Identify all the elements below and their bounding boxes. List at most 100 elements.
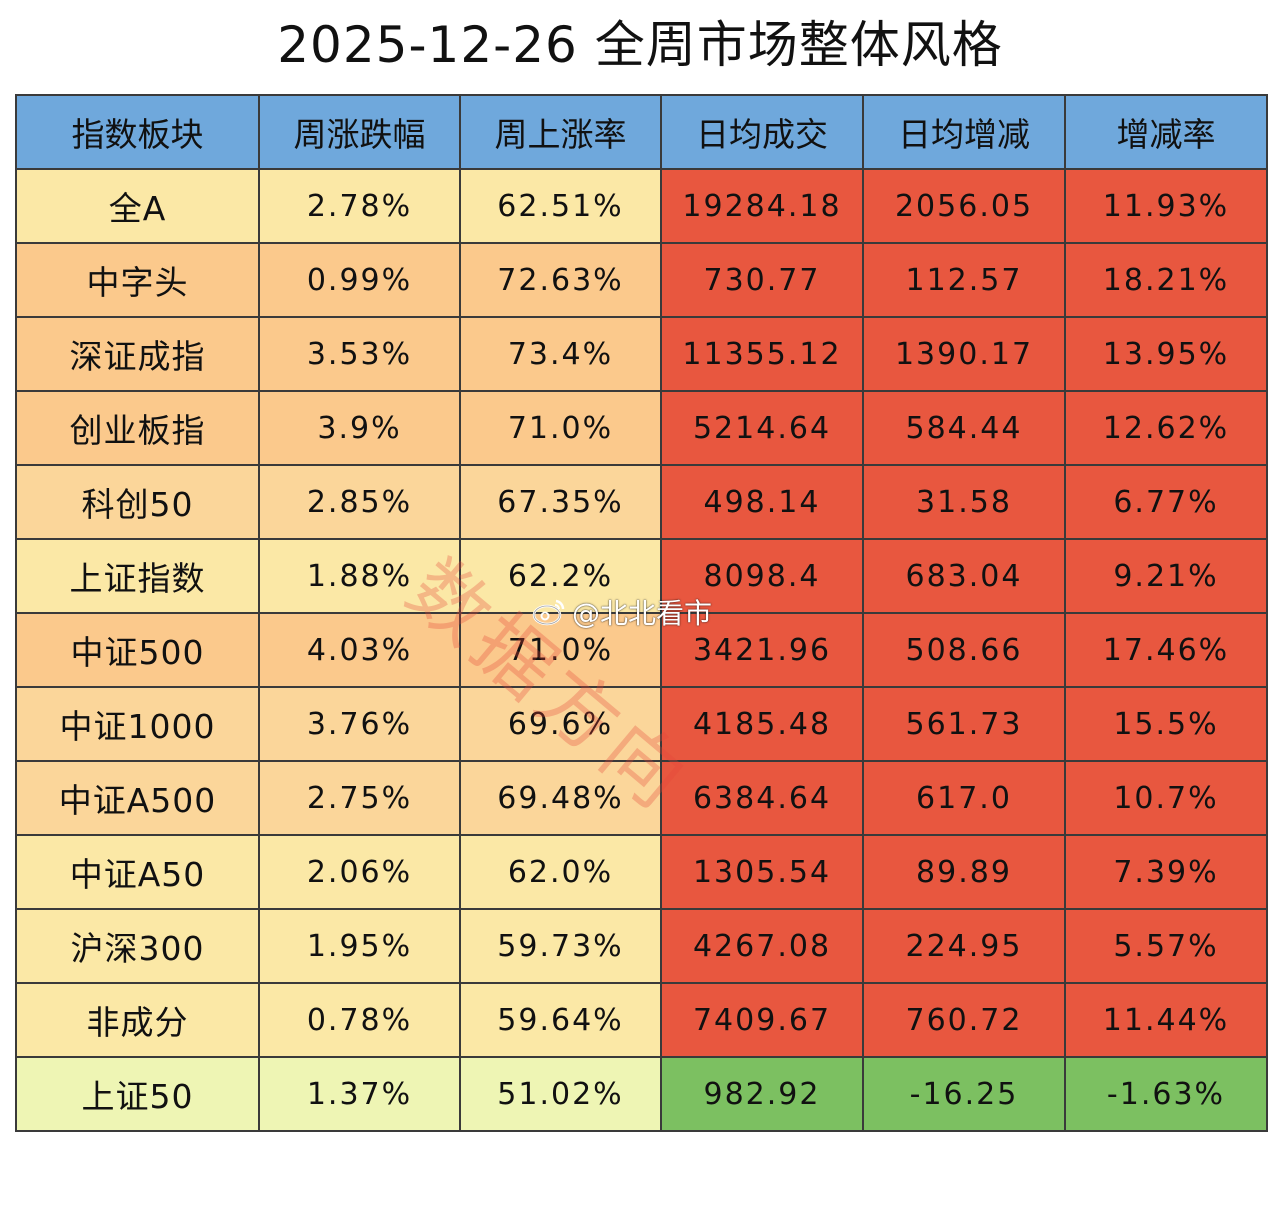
avg-change-cell: 224.95 bbox=[862, 908, 1066, 984]
table-row: 全A 2.78% 62.51% 19284.18 2056.05 11.93% bbox=[15, 168, 1268, 244]
avg-turnover-cell: 6384.64 bbox=[660, 760, 864, 836]
change-rate-cell: 13.95% bbox=[1064, 316, 1268, 392]
column-header-avg-change: 日均增减 bbox=[862, 94, 1066, 170]
avg-change-cell: -16.25 bbox=[862, 1056, 1066, 1132]
table-row: 创业板指 3.9% 71.0% 5214.64 584.44 12.62% bbox=[15, 390, 1268, 466]
avg-change-cell: 561.73 bbox=[862, 686, 1066, 762]
index-name-cell: 中证500 bbox=[15, 612, 260, 688]
avg-turnover-cell: 730.77 bbox=[660, 242, 864, 318]
index-name-cell: 科创50 bbox=[15, 464, 260, 540]
index-name-cell: 上证指数 bbox=[15, 538, 260, 614]
index-name-cell: 中证1000 bbox=[15, 686, 260, 762]
column-header-weekly-change: 周涨跌幅 bbox=[258, 94, 461, 170]
weekly-up-rate-cell: 71.0% bbox=[459, 390, 662, 466]
weekly-up-rate-cell: 73.4% bbox=[459, 316, 662, 392]
change-rate-cell: -1.63% bbox=[1064, 1056, 1268, 1132]
index-name-cell: 中字头 bbox=[15, 242, 260, 318]
table-row: 深证成指 3.53% 73.4% 11355.12 1390.17 13.95% bbox=[15, 316, 1268, 392]
table-row: 中证A500 2.75% 69.48% 6384.64 617.0 10.7% bbox=[15, 760, 1268, 836]
weekly-change-cell: 3.9% bbox=[258, 390, 461, 466]
weekly-change-cell: 4.03% bbox=[258, 612, 461, 688]
weekly-change-cell: 0.78% bbox=[258, 982, 461, 1058]
avg-turnover-cell: 498.14 bbox=[660, 464, 864, 540]
weekly-up-rate-cell: 62.0% bbox=[459, 834, 662, 910]
change-rate-cell: 18.21% bbox=[1064, 242, 1268, 318]
change-rate-cell: 15.5% bbox=[1064, 686, 1268, 762]
weekly-up-rate-cell: 69.48% bbox=[459, 760, 662, 836]
index-name-cell: 创业板指 bbox=[15, 390, 260, 466]
index-name-cell: 上证50 bbox=[15, 1056, 260, 1132]
table-row: 中证500 4.03% 71.0% 3421.96 508.66 17.46% bbox=[15, 612, 1268, 688]
avg-change-cell: 760.72 bbox=[862, 982, 1066, 1058]
weekly-change-cell: 1.95% bbox=[258, 908, 461, 984]
table-row: 中证A50 2.06% 62.0% 1305.54 89.89 7.39% bbox=[15, 834, 1268, 910]
avg-change-cell: 584.44 bbox=[862, 390, 1066, 466]
avg-change-cell: 112.57 bbox=[862, 242, 1066, 318]
avg-turnover-cell: 3421.96 bbox=[660, 612, 864, 688]
index-name-cell: 中证A500 bbox=[15, 760, 260, 836]
avg-turnover-cell: 4267.08 bbox=[660, 908, 864, 984]
weekly-up-rate-cell: 51.02% bbox=[459, 1056, 662, 1132]
weekly-change-cell: 2.78% bbox=[258, 168, 461, 244]
avg-turnover-cell: 4185.48 bbox=[660, 686, 864, 762]
avg-turnover-cell: 5214.64 bbox=[660, 390, 864, 466]
table-body: 全A 2.78% 62.51% 19284.18 2056.05 11.93% 中字头 0.9… bbox=[15, 168, 1268, 1132]
change-rate-cell: 11.44% bbox=[1064, 982, 1268, 1058]
table-row: 上证指数 1.88% 62.2% 8098.4 683.04 9.21% bbox=[15, 538, 1268, 614]
weekly-change-cell: 3.76% bbox=[258, 686, 461, 762]
table-row: 中字头 0.99% 72.63% 730.77 112.57 18.21% bbox=[15, 242, 1268, 318]
avg-change-cell: 31.58 bbox=[862, 464, 1066, 540]
weekly-change-cell: 2.85% bbox=[258, 464, 461, 540]
weekly-up-rate-cell: 59.73% bbox=[459, 908, 662, 984]
avg-change-cell: 89.89 bbox=[862, 834, 1066, 910]
weekly-up-rate-cell: 71.0% bbox=[459, 612, 662, 688]
weekly-change-cell: 0.99% bbox=[258, 242, 461, 318]
avg-change-cell: 617.0 bbox=[862, 760, 1066, 836]
weekly-change-cell: 2.06% bbox=[258, 834, 461, 910]
change-rate-cell: 12.62% bbox=[1064, 390, 1268, 466]
table-row: 非成分 0.78% 59.64% 7409.67 760.72 11.44% bbox=[15, 982, 1268, 1058]
column-header-change-rate: 增减率 bbox=[1064, 94, 1268, 170]
weekly-change-cell: 2.75% bbox=[258, 760, 461, 836]
column-header-weekly-up-rate: 周上涨率 bbox=[459, 94, 662, 170]
index-name-cell: 中证A50 bbox=[15, 834, 260, 910]
change-rate-cell: 5.57% bbox=[1064, 908, 1268, 984]
avg-turnover-cell: 982.92 bbox=[660, 1056, 864, 1132]
weekly-up-rate-cell: 62.51% bbox=[459, 168, 662, 244]
table-header-row: 指数板块 周涨跌幅 周上涨率 日均成交 日均增减 增减率 bbox=[15, 94, 1268, 170]
avg-turnover-cell: 1305.54 bbox=[660, 834, 864, 910]
avg-turnover-cell: 11355.12 bbox=[660, 316, 864, 392]
weekly-up-rate-cell: 59.64% bbox=[459, 982, 662, 1058]
avg-turnover-cell: 7409.67 bbox=[660, 982, 864, 1058]
weekly-up-rate-cell: 72.63% bbox=[459, 242, 662, 318]
weekly-up-rate-cell: 67.35% bbox=[459, 464, 662, 540]
weekly-change-cell: 1.88% bbox=[258, 538, 461, 614]
index-name-cell: 深证成指 bbox=[15, 316, 260, 392]
change-rate-cell: 7.39% bbox=[1064, 834, 1268, 910]
index-name-cell: 全A bbox=[15, 168, 260, 244]
index-name-cell: 非成分 bbox=[15, 982, 260, 1058]
market-style-table: 指数板块 周涨跌幅 周上涨率 日均成交 日均增减 增减率 全A 2.78% 62.5… bbox=[15, 94, 1268, 1132]
avg-change-cell: 508.66 bbox=[862, 612, 1066, 688]
change-rate-cell: 9.21% bbox=[1064, 538, 1268, 614]
column-header-index: 指数板块 bbox=[15, 94, 260, 170]
column-header-avg-turnover: 日均成交 bbox=[660, 94, 864, 170]
change-rate-cell: 11.93% bbox=[1064, 168, 1268, 244]
table-row: 中证1000 3.76% 69.6% 4185.48 561.73 15.5% bbox=[15, 686, 1268, 762]
avg-change-cell: 1390.17 bbox=[862, 316, 1066, 392]
avg-turnover-cell: 8098.4 bbox=[660, 538, 864, 614]
change-rate-cell: 17.46% bbox=[1064, 612, 1268, 688]
change-rate-cell: 6.77% bbox=[1064, 464, 1268, 540]
weekly-up-rate-cell: 62.2% bbox=[459, 538, 662, 614]
weekly-change-cell: 1.37% bbox=[258, 1056, 461, 1132]
avg-turnover-cell: 19284.18 bbox=[660, 168, 864, 244]
change-rate-cell: 10.7% bbox=[1064, 760, 1268, 836]
table-row: 上证50 1.37% 51.02% 982.92 -16.25 -1.63% bbox=[15, 1056, 1268, 1132]
table-row: 科创50 2.85% 67.35% 498.14 31.58 6.77% bbox=[15, 464, 1268, 540]
weekly-change-cell: 3.53% bbox=[258, 316, 461, 392]
avg-change-cell: 2056.05 bbox=[862, 168, 1066, 244]
index-name-cell: 沪深300 bbox=[15, 908, 260, 984]
weekly-up-rate-cell: 69.6% bbox=[459, 686, 662, 762]
avg-change-cell: 683.04 bbox=[862, 538, 1066, 614]
table-row: 沪深300 1.95% 59.73% 4267.08 224.95 5.57% bbox=[15, 908, 1268, 984]
